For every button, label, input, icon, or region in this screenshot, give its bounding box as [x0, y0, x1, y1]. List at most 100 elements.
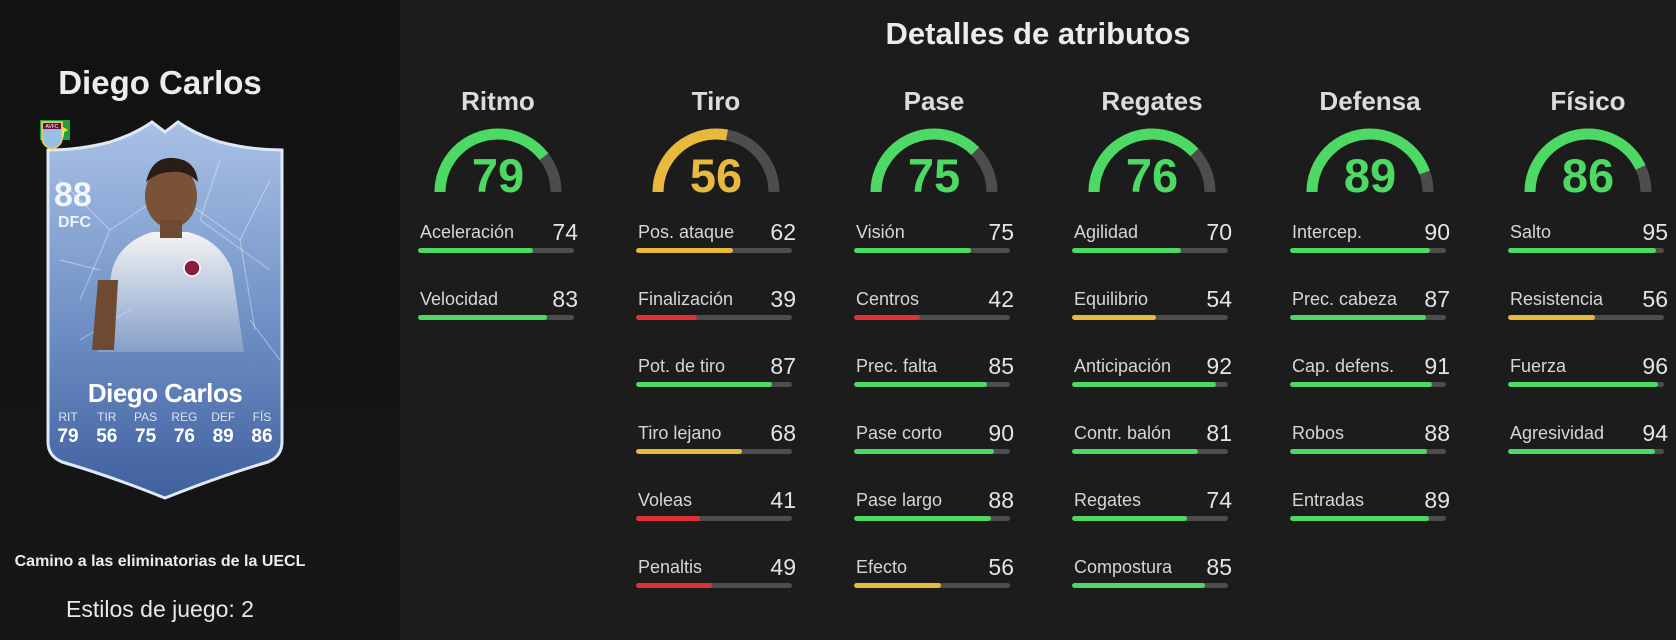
category-value: 76	[1125, 149, 1179, 202]
attribute-name: Pot. de tiro	[638, 356, 726, 376]
attribute-bar	[854, 248, 1010, 253]
attribute-value: 91	[1424, 353, 1450, 379]
attribute-row: Visión 75	[854, 219, 1014, 289]
attribute-row: Agresividad 94	[1508, 420, 1668, 490]
player-card[interactable]: 88 DFC Diego Carlos RIT 79 TIR 56 PAS 75 RE…	[40, 120, 290, 500]
attribute-name: Visión	[856, 222, 905, 242]
attribute-name: Equilibrio	[1074, 289, 1149, 309]
card-stat-label: RIT	[58, 410, 78, 424]
attribute-name: Penaltis	[638, 557, 703, 577]
attribute-name: Efecto	[856, 557, 908, 577]
player-name-title: Diego Carlos	[58, 64, 262, 101]
attribute-row: Anticipación 92	[1072, 353, 1232, 423]
attribute-value: 87	[1424, 286, 1450, 312]
attribute-row: Pase largo 88	[854, 487, 1014, 557]
attribute-row: Robos 88	[1290, 420, 1450, 490]
attribute-bar-fill	[854, 516, 992, 521]
attribute-name: Robos	[1292, 423, 1345, 443]
attribute-bar	[418, 248, 574, 253]
attribute-bar	[1508, 382, 1664, 387]
attribute-bar	[1290, 315, 1446, 320]
attribute-value: 96	[1642, 353, 1668, 379]
card-background	[46, 120, 284, 500]
attribute-bar-fill	[1290, 449, 1428, 454]
attribute-bar-fill	[636, 583, 713, 588]
category-value: 79	[471, 149, 525, 202]
attribute-details-title: Detalles de atributos	[885, 16, 1191, 51]
attribute-row: Aceleración 74	[418, 219, 578, 289]
attribute-bar	[854, 583, 1010, 588]
attribute-bar	[636, 583, 792, 588]
attribute-bar-fill	[1508, 382, 1658, 387]
attribute-row: Compostura 85	[1072, 554, 1232, 624]
club-crest-icon: AVFC	[41, 121, 63, 150]
attribute-name: Pase largo	[856, 490, 943, 510]
program-name: Camino a las eliminatorias de la UECL	[14, 553, 306, 570]
attribute-row: Prec. falta 85	[854, 353, 1014, 423]
attribute-bar-fill	[1508, 248, 1657, 253]
attribute-bar	[854, 449, 1010, 454]
attribute-bar	[636, 315, 792, 320]
attribute-name: Cap. defens.	[1292, 356, 1395, 376]
category-name: Pase	[903, 86, 965, 116]
attribute-value: 88	[1424, 420, 1450, 446]
attribute-column-5: Físico 86 Salto 95 Resistencia 56 Fuerza 96 Agre…	[1508, 86, 1668, 490]
attribute-row: Voleas 41	[636, 487, 796, 557]
attribute-bar	[854, 382, 1010, 387]
attribute-bar-fill	[854, 315, 920, 320]
gauge-arc	[652, 128, 780, 193]
attribute-bar-fill	[1508, 449, 1655, 454]
attribute-bar	[1508, 449, 1664, 454]
attribute-row: Resistencia 56	[1508, 286, 1668, 356]
attribute-value: 70	[1206, 219, 1232, 245]
attribute-bar	[418, 315, 574, 320]
category-name: Defensa	[1319, 86, 1421, 116]
card-stat-value: 86	[251, 426, 273, 447]
attribute-value: 95	[1642, 219, 1668, 245]
player-panel: Diego Carlos	[0, 0, 400, 640]
attribute-name: Prec. falta	[856, 356, 938, 376]
attribute-name: Entradas	[1292, 490, 1365, 510]
attribute-bar	[1072, 583, 1228, 588]
attribute-name: Contr. balón	[1074, 423, 1172, 443]
card-stat: FÍS 86	[244, 410, 280, 448]
attribute-value: 81	[1206, 420, 1232, 446]
attribute-value: 42	[988, 286, 1014, 312]
attribute-name: Aceleración	[420, 222, 515, 242]
attribute-bar-fill	[418, 315, 548, 320]
attribute-value: 88	[988, 487, 1014, 513]
attribute-row: Velocidad 83	[418, 286, 578, 356]
attribute-name: Tiro lejano	[638, 423, 722, 443]
attribute-name: Intercep.	[1292, 222, 1363, 242]
attribute-value: 87	[770, 353, 796, 379]
attribute-bar-fill	[1290, 516, 1429, 521]
category-gauge: 79	[433, 126, 563, 202]
attribute-name: Pos. ataque	[638, 222, 735, 242]
gauge-arc	[434, 128, 562, 193]
attribute-row: Equilibrio 54	[1072, 286, 1232, 356]
category-gauge: 56	[651, 126, 781, 202]
attribute-bar-fill	[636, 516, 700, 521]
attribute-column-1: Tiro 56 Pos. ataque 62 Finalización 39 Pot. de…	[636, 86, 796, 624]
attribute-name: Prec. cabeza	[1292, 289, 1398, 309]
category-name: Físico	[1550, 86, 1626, 116]
attribute-value: 74	[1206, 487, 1232, 513]
attribute-name: Resistencia	[1510, 289, 1604, 309]
playstyles-count[interactable]: Estilos de juego: 2	[66, 596, 254, 622]
attribute-row: Efecto 56	[854, 554, 1014, 624]
attribute-list: Pos. ataque 62 Finalización 39 Pot. de tiro 8…	[636, 219, 796, 624]
attribute-column-4: Defensa 89 Intercep. 90 Prec. cabeza 87 Cap. d…	[1290, 86, 1450, 557]
attribute-value: 68	[770, 420, 796, 446]
attribute-bar	[1290, 382, 1446, 387]
card-stat-value: 75	[135, 426, 157, 447]
attribute-column-2: Pase 75 Visión 75 Centros 42 Prec. falta 85 Pase…	[854, 86, 1014, 624]
attribute-value: 56	[1642, 286, 1668, 312]
attribute-name: Agresividad	[1510, 423, 1605, 443]
attribute-bar	[636, 382, 792, 387]
attribute-value: 39	[770, 286, 796, 312]
attribute-bar-fill	[1072, 315, 1157, 320]
attribute-bar-fill	[1072, 516, 1188, 521]
gauge-arc	[870, 128, 998, 193]
attribute-name: Regates	[1074, 490, 1142, 510]
attribute-row: Tiro lejano 68	[636, 420, 796, 490]
